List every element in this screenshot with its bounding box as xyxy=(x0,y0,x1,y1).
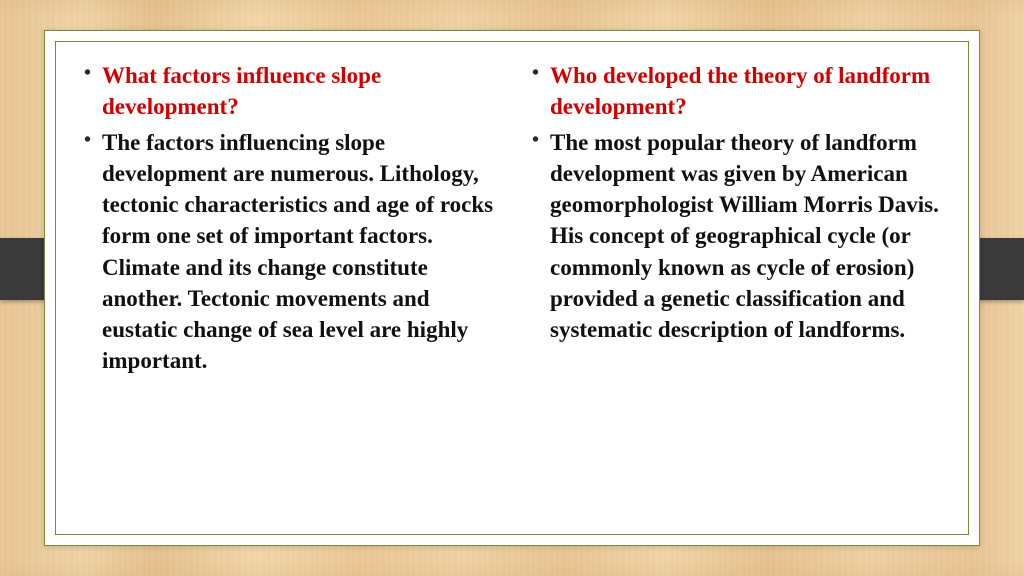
right-question: Who developed the theory of landform dev… xyxy=(530,60,942,123)
two-column-layout: What factors influence slope development… xyxy=(82,60,942,516)
right-list: Who developed the theory of landform dev… xyxy=(530,60,942,345)
left-question: What factors influence slope development… xyxy=(82,60,494,123)
left-answer: The factors influencing slope developmen… xyxy=(82,127,494,377)
content-card-inner: What factors influence slope development… xyxy=(55,41,969,535)
left-column: What factors influence slope development… xyxy=(82,60,494,516)
ribbon-left xyxy=(0,238,50,300)
left-list: What factors influence slope development… xyxy=(82,60,494,377)
ribbon-right xyxy=(974,238,1024,300)
right-answer: The most popular theory of landform deve… xyxy=(530,127,942,346)
content-card: What factors influence slope development… xyxy=(44,30,980,546)
right-column: Who developed the theory of landform dev… xyxy=(530,60,942,516)
